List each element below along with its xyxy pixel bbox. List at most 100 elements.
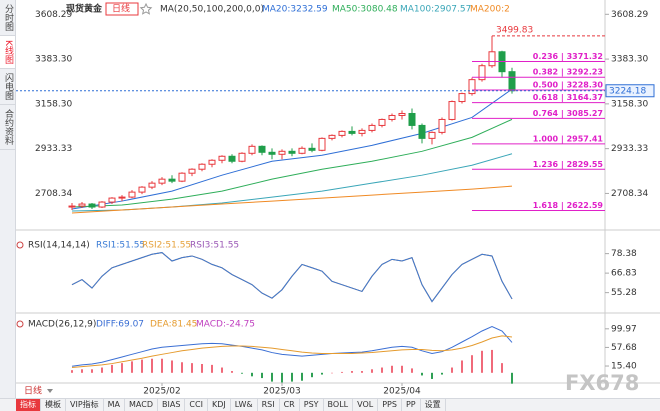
toolbar-tab[interactable]: CR	[280, 399, 300, 411]
toolbar-tab[interactable]: VOL	[353, 399, 379, 411]
ma-line	[71, 153, 513, 212]
x-tick-label: 2025/03	[263, 387, 300, 397]
period-select[interactable]: 日线	[24, 385, 42, 397]
y-tick-label: 99.97	[611, 324, 637, 334]
candle-body	[398, 112, 406, 116]
macd-bar	[391, 365, 393, 373]
candle-body	[308, 147, 316, 151]
macd-bar	[101, 367, 103, 373]
macd-bar	[211, 364, 213, 373]
candle-body	[418, 124, 426, 139]
macd-bar	[201, 364, 203, 373]
rsi-settings-icon[interactable]	[16, 241, 24, 249]
fib-label: 1.000 | 2957.41	[533, 134, 604, 143]
toolbar-tab[interactable]: 指标	[16, 399, 41, 411]
macd-bar	[221, 367, 223, 373]
candle-body	[488, 51, 496, 67]
toolbar-tab[interactable]: PP	[402, 399, 421, 411]
y-tick-label: 3383.30	[611, 55, 648, 65]
macd-bar	[261, 372, 263, 379]
macd-bar	[381, 367, 383, 373]
macd-settings-icon[interactable]	[16, 320, 24, 328]
toolbar-tab[interactable]: MACD	[125, 399, 159, 411]
legend-item: RSI3:51.55	[190, 241, 239, 251]
legend-item: MA100:2907.57	[400, 5, 471, 15]
macd-bar	[81, 369, 83, 373]
toolbar-tab[interactable]: MA	[104, 399, 126, 411]
candle-body	[98, 201, 106, 208]
macd-bar	[371, 369, 373, 373]
sidebar-tab[interactable]: K线图	[0, 36, 15, 69]
ma-line	[71, 185, 513, 214]
candle-body	[348, 130, 356, 134]
macd-bar	[181, 362, 183, 373]
sidebar-tab[interactable]: 合约资料	[0, 105, 15, 150]
macd-bar	[331, 372, 333, 374]
fib-label: 1.618 | 2622.59	[533, 201, 604, 210]
macd-bar	[431, 372, 433, 379]
toolbar: 指标 模板 VIP指标 MA MACD BIAS CCI KDJ LW& RSI CR PSY BOLL…	[0, 398, 660, 411]
toolbar-tab[interactable]: KDJ	[208, 399, 231, 411]
candle-body	[298, 147, 306, 154]
macd-bar	[121, 363, 123, 373]
sidebar-tab[interactable]: 闪电图	[0, 69, 15, 105]
y-tick-label: 2708.34	[611, 189, 648, 199]
candle-body	[278, 150, 286, 155]
y-tick-label: 57.68	[611, 343, 637, 353]
rsi-line	[71, 252, 513, 303]
y-tick-label: 15.40	[611, 362, 637, 372]
ma-line	[71, 88, 513, 210]
fib-label: 0.236 | 3371.32	[533, 52, 603, 61]
fib-label: 0.764 | 3085.27	[533, 109, 603, 118]
macd-bar	[91, 369, 93, 373]
macd-bar	[281, 372, 283, 383]
legend-item: DEA:81.45	[150, 320, 197, 330]
candle-body	[378, 118, 386, 126]
chart: 日线 FX678 现货黄金 日线 MA(20,50,100,200,0,0) 2708…	[16, 0, 660, 397]
toolbar-tab[interactable]: CCI	[185, 399, 208, 411]
legend-item: MA50:3080.48	[332, 5, 398, 15]
y-tick-label: 3608.29	[611, 10, 648, 20]
toolbar-tab[interactable]: BOLL	[324, 399, 354, 411]
macd-bar	[471, 355, 473, 373]
period-box	[105, 2, 139, 16]
candle-body	[168, 178, 176, 182]
candle-body	[138, 186, 146, 193]
candle-body	[428, 131, 436, 139]
legend-item: MA20:3232.59	[262, 5, 328, 15]
candle-body	[448, 101, 456, 120]
toolbar-tab[interactable]: BIAS	[158, 399, 186, 411]
fib-label: 0.382 | 3292.23	[533, 68, 603, 77]
candle-body	[318, 137, 326, 151]
candle-body	[158, 178, 166, 184]
macd-bar	[451, 367, 453, 373]
candle-body	[368, 124, 376, 131]
y-tick-label: 78.38	[611, 249, 637, 259]
candle-body	[188, 168, 196, 174]
macd-line	[71, 326, 513, 367]
macd-bar	[441, 372, 443, 375]
candle-body	[208, 159, 216, 165]
toolbar-tab[interactable]: LW&	[231, 399, 258, 411]
macd-bar	[191, 363, 193, 373]
x-tick-label: 2025/02	[143, 387, 180, 397]
macd-bar	[161, 358, 163, 373]
toolbar-tab[interactable]: VIP指标	[66, 399, 104, 411]
favorite-star[interactable]	[139, 2, 153, 15]
candle-body	[258, 145, 266, 153]
sidebar-tab[interactable]: 分时图	[0, 0, 15, 36]
toolbar-tab[interactable]: PSY	[300, 399, 324, 411]
macd-bar	[271, 372, 273, 382]
toolbar-tab[interactable]: PPS	[378, 399, 402, 411]
macd-bar	[171, 360, 173, 373]
dropdown-arrow	[47, 389, 53, 393]
toolbar-tab[interactable]: RSI	[258, 399, 280, 411]
period: 日线	[112, 3, 130, 15]
toolbar-tab[interactable]: 设置	[421, 399, 446, 411]
y-tick-label: 3608.29	[35, 10, 72, 20]
macd-bar	[501, 363, 503, 373]
x-tick-label: 2025/04	[383, 387, 421, 397]
y-tick-label: 2708.34	[35, 189, 72, 199]
toolbar-tab[interactable]: 模板	[41, 399, 66, 411]
macd-bar	[511, 372, 513, 384]
